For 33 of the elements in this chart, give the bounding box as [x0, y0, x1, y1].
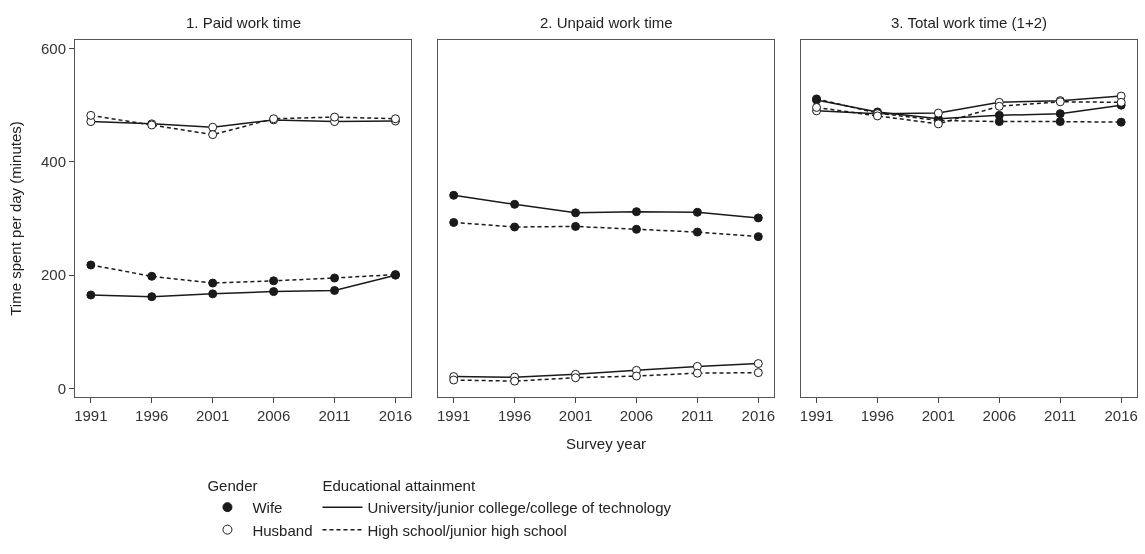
text: Husband [252, 521, 313, 539]
text: University/junior college/college of technology [367, 499, 672, 516]
x-tick-label: 1996 [860, 407, 895, 424]
y-axis-title: Time spent per day (minutes) [7, 121, 25, 316]
x-tick-label: 1996 [497, 407, 532, 424]
x-tick-label: 2006 [982, 407, 1016, 424]
x-axis-title: Survey year [565, 435, 647, 452]
x-tick-label: 2016 [378, 407, 413, 424]
x-tick-label: 2011 [681, 407, 714, 424]
x-tick-label: 1991 [437, 407, 471, 424]
y-tick-label: 600 [40, 39, 66, 57]
x-tick-label: 1996 [135, 407, 169, 424]
x-tick-label: 1991 [74, 407, 108, 424]
x-tick-label: 2006 [256, 407, 291, 424]
x-tick-label: 2001 [196, 407, 230, 424]
x-tick-label: 2016 [1104, 407, 1138, 424]
x-tick-label: 2006 [619, 407, 654, 424]
text: Educational attainment [322, 476, 476, 494]
y-tick-label: 0 [57, 379, 66, 397]
x-tick-label: 2011 [318, 407, 351, 424]
text: Gender [207, 476, 258, 494]
chart-title: 3. Total work time (1+2) [891, 14, 1048, 31]
x-tick-label: 2016 [741, 407, 775, 424]
text: High school/junior high school [367, 521, 567, 539]
chart-title: 2. Unpaid work time [540, 14, 673, 31]
y-tick-label: 200 [40, 266, 66, 284]
chart-title: 1. Paid work time [186, 14, 302, 31]
x-tick-label: 2001 [921, 407, 956, 424]
text: Wife [252, 499, 283, 516]
x-tick-label: 2011 [1044, 407, 1077, 424]
x-tick-label: 2001 [558, 407, 593, 424]
y-tick-label: 400 [40, 153, 66, 171]
x-tick-label: 1991 [799, 407, 834, 424]
